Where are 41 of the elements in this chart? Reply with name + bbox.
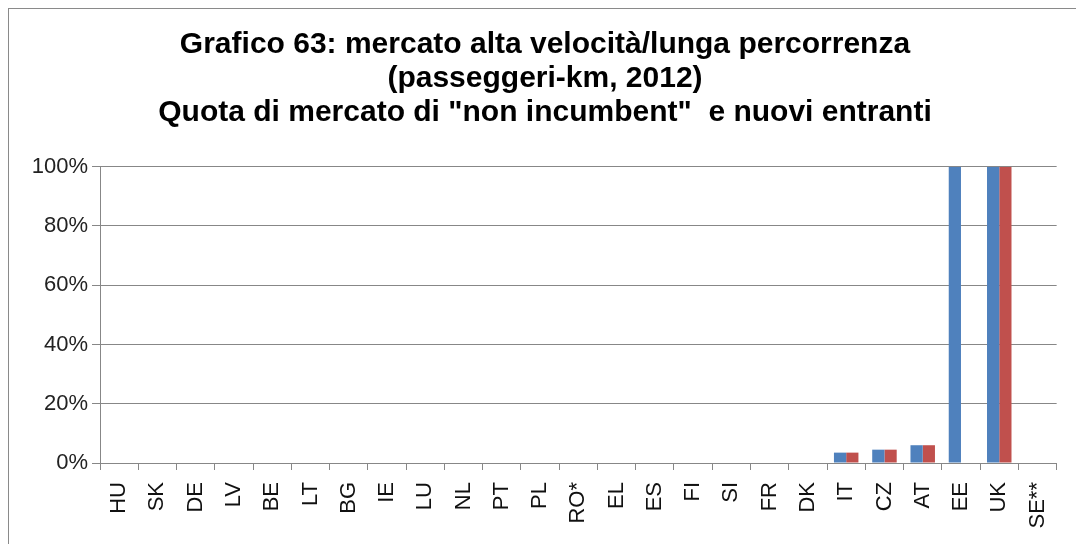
- bar: [910, 445, 923, 463]
- x-tick-label: IT: [832, 482, 858, 502]
- x-tick-label: DK: [793, 481, 819, 513]
- x-tick-label: FI: [679, 482, 705, 502]
- x-tick-label: NL: [449, 482, 475, 511]
- x-tick-label: DE: [181, 482, 207, 513]
- x-tick-label: HU: [105, 482, 131, 514]
- x-tick-label: PT: [487, 482, 513, 511]
- bar: [948, 166, 961, 463]
- bar: [987, 166, 1000, 463]
- bar: [884, 449, 897, 463]
- bar: [872, 449, 885, 463]
- x-tick-label: ES: [640, 482, 666, 512]
- x-tick-label: CZ: [870, 482, 896, 512]
- y-tick-label: 100%: [31, 152, 88, 178]
- y-tick-label: 0%: [56, 449, 88, 475]
- x-tick-label: SI: [717, 482, 743, 503]
- x-tick-label: LU: [411, 482, 437, 511]
- x-tick-label: LV: [219, 481, 245, 508]
- x-tick-label: LT: [296, 482, 322, 507]
- chart-title: Grafico 63: mercato alta velocità/lunga percorrenza (passeggeri-km, 2012) Quota di mercato di "non incumbent" e nuovi entranti: [158, 26, 932, 128]
- x-tick-label: SK: [143, 481, 169, 512]
- bar: [833, 452, 847, 463]
- bar: [846, 452, 859, 463]
- y-tick-label: 60%: [43, 271, 88, 297]
- x-tick-label: BG: [334, 482, 360, 514]
- y-tick-label: 80%: [43, 212, 88, 238]
- x-tick-label: UK: [985, 481, 1011, 513]
- bar: [922, 445, 935, 463]
- y-tick-label: 20%: [43, 389, 88, 415]
- x-tick-label: IE: [373, 482, 399, 503]
- x-tick-label: EE: [947, 482, 973, 512]
- x-tick-label: PL: [526, 482, 552, 509]
- x-tick-label: AT: [908, 482, 934, 509]
- x-tick-label: SE**: [1023, 481, 1049, 529]
- x-tick-label: EL: [602, 482, 628, 509]
- x-tick-label: BE: [258, 482, 284, 512]
- x-tick-label: FR: [755, 482, 781, 512]
- x-tick-label: RO*: [564, 481, 590, 524]
- y-tick-label: 40%: [43, 330, 88, 356]
- bar: [999, 166, 1012, 463]
